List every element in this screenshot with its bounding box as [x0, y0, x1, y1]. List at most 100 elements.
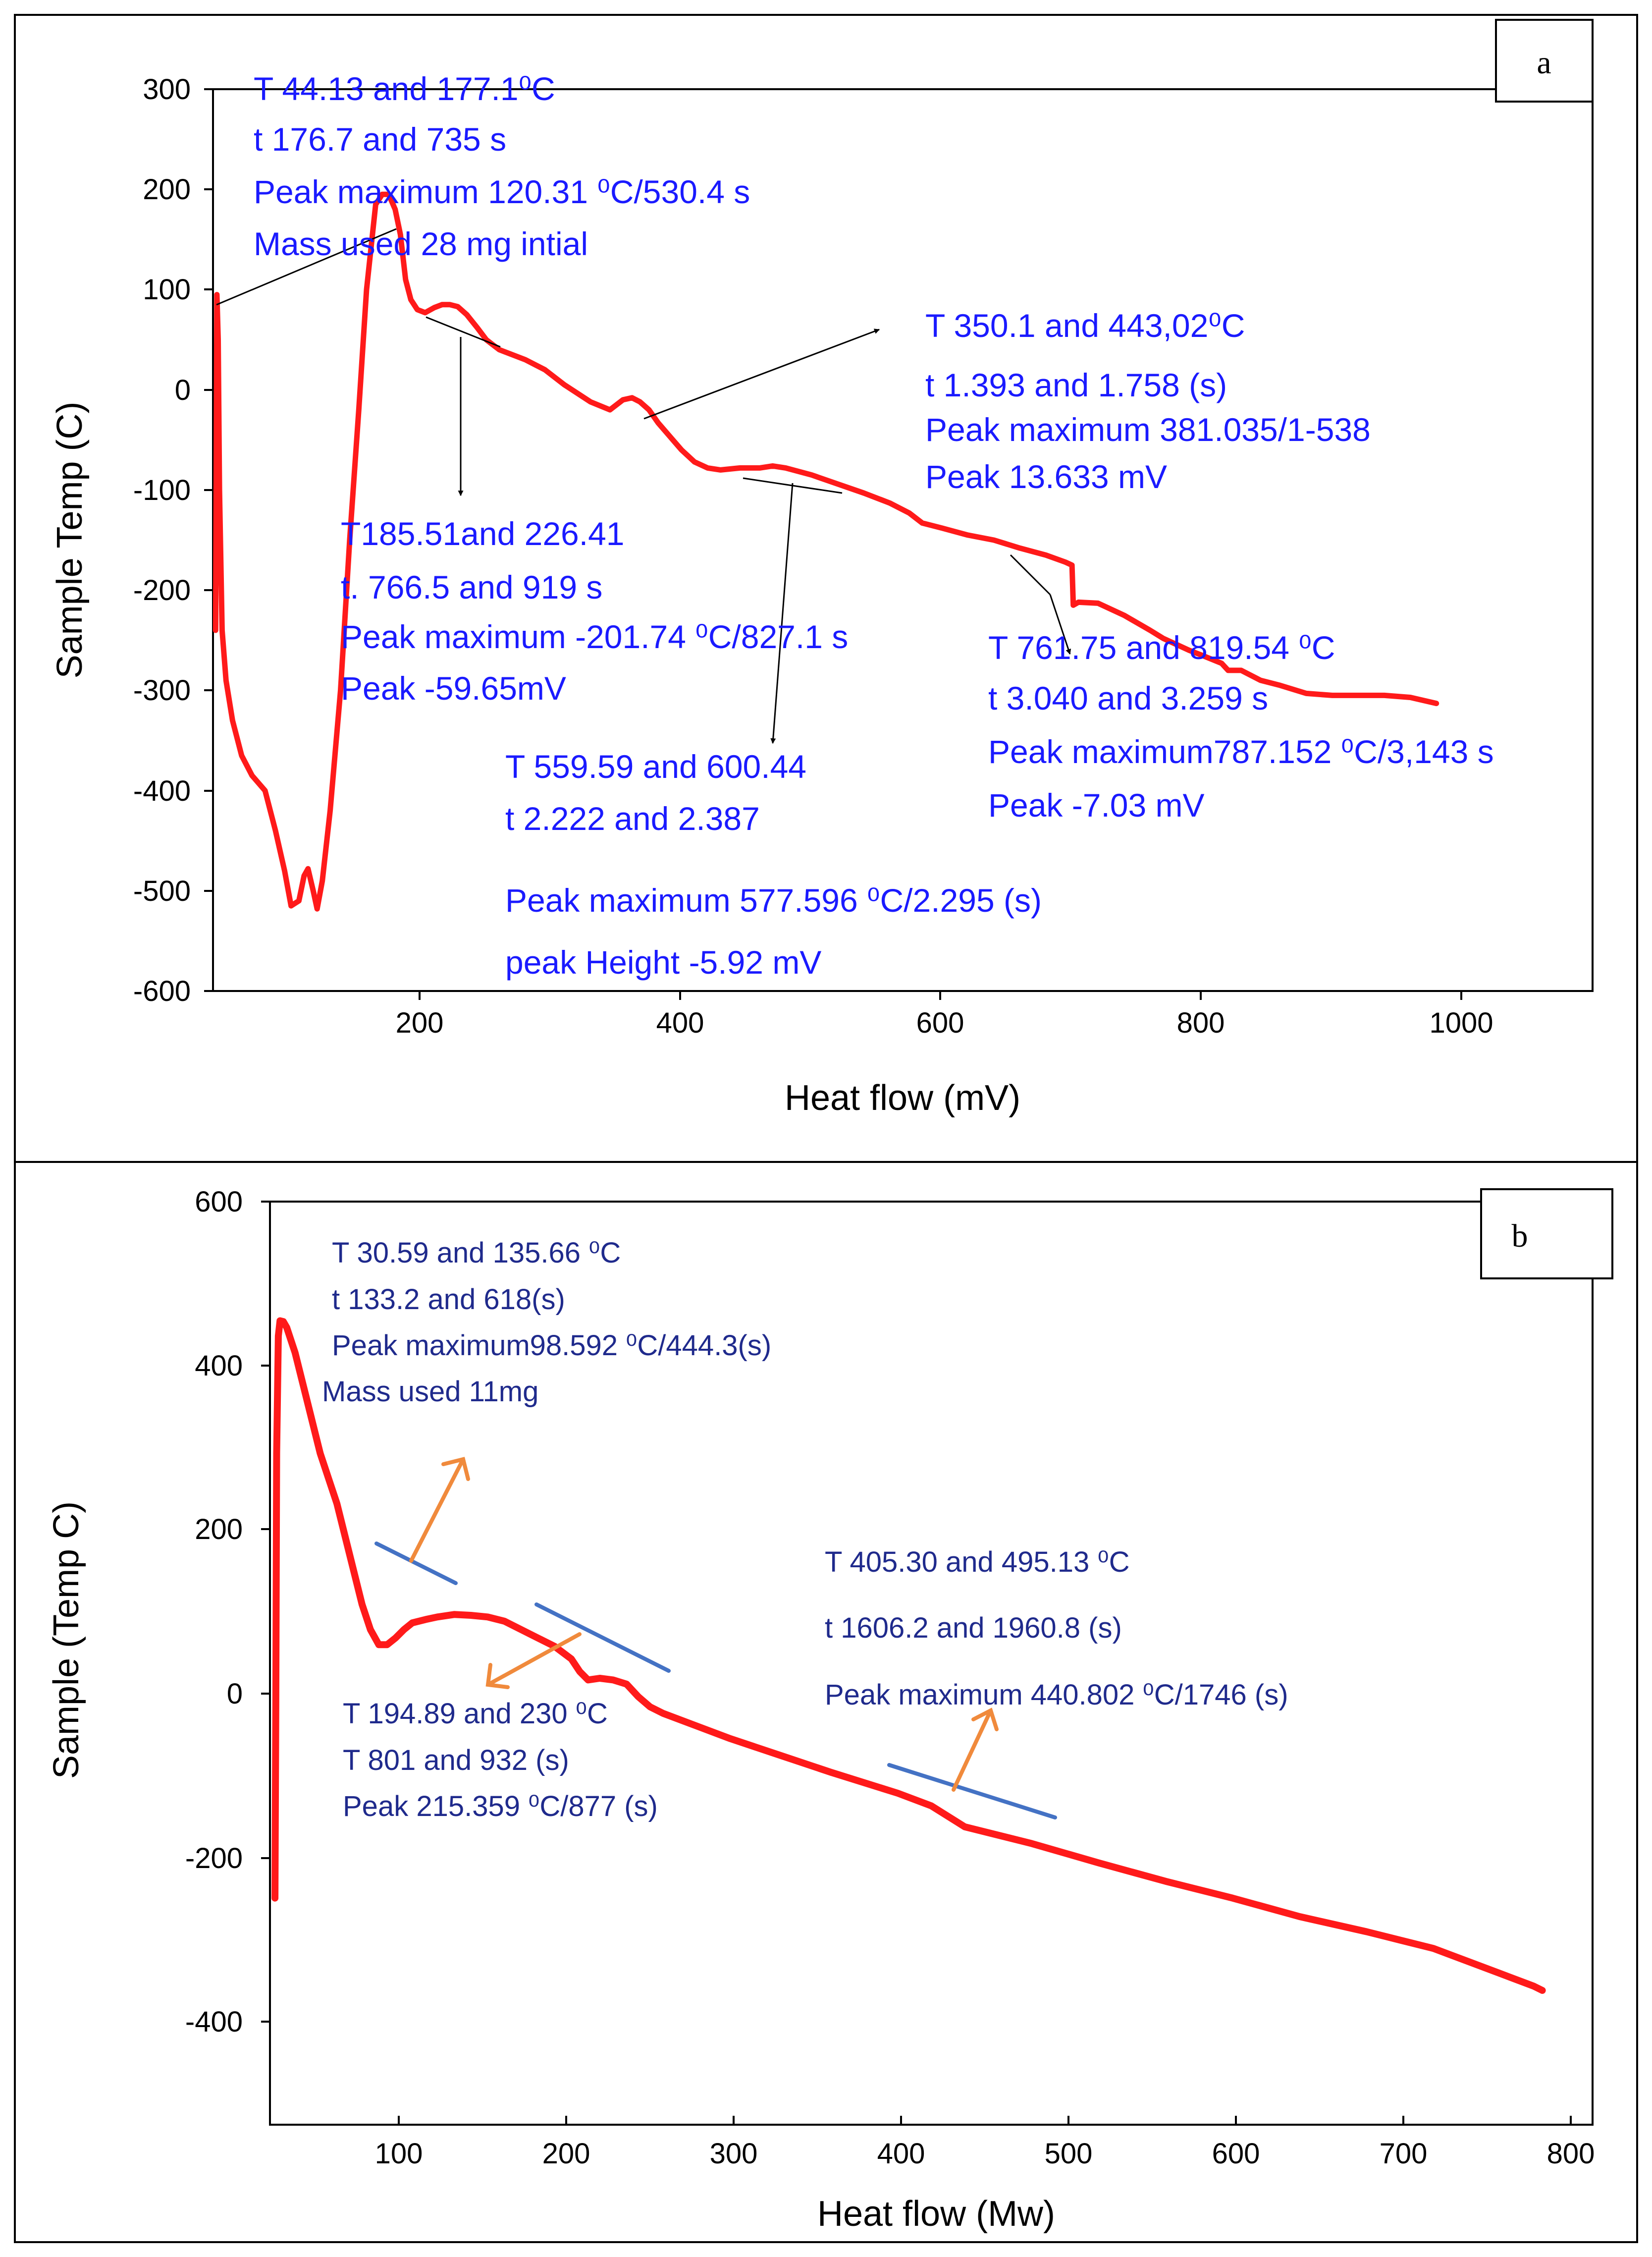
x-tick-label: 700 [1380, 2138, 1428, 2170]
panel-b-axes-box [269, 1201, 1594, 2126]
y-tick-label: -200 [133, 574, 191, 606]
annotation-text: t 133.2 and 618(s) [332, 1283, 565, 1316]
y-tick: 0 [175, 374, 213, 406]
orange-arrow [485, 1632, 582, 1689]
panel-a-leader-lines [216, 228, 1071, 744]
leader-line [426, 316, 501, 348]
figure-border [14, 14, 1638, 2243]
y-tick-label: -600 [133, 975, 191, 1007]
annotation-text: Peak maximum 120.31 ⁰C/530.4 s [254, 173, 750, 210]
panel-a-y-axis-label: Sample Temp (C) [50, 402, 90, 679]
y-tick-label: -200 [185, 1842, 243, 1874]
x-tick: 400 [656, 991, 704, 1039]
annotation-text: T 44.13 and 177.1⁰C [254, 70, 555, 107]
x-tick-label: 200 [542, 2138, 590, 2170]
x-tick: 200 [396, 991, 443, 1039]
y-tick: -300 [133, 674, 213, 707]
y-tick-label: -400 [185, 2006, 243, 2038]
y-tick: -200 [133, 574, 213, 606]
x-tick: 200 [542, 2116, 590, 2170]
annotation-text: Peak maximum 440.802 ⁰C/1746 (s) [825, 1679, 1288, 1711]
annotation-text: Peak maximum -201.74 ⁰C/827.1 s [341, 618, 848, 655]
x-tick: 800 [1177, 991, 1225, 1039]
annotation-text: Peak maximum 577.596 ⁰C/2.295 (s) [505, 882, 1042, 919]
y-tick-label: 600 [195, 1186, 243, 1218]
x-tick-label: 800 [1177, 1007, 1225, 1039]
panel-a-x-ticks: 200 400 600 800 1000 [396, 991, 1493, 1039]
leader-line [1049, 594, 1071, 655]
y-tick: 100 [143, 274, 213, 306]
y-tick: -600 [133, 975, 213, 1007]
annotation-text: t 1606.2 and 1960.8 (s) [825, 1612, 1122, 1644]
x-tick: 700 [1380, 2116, 1428, 2170]
x-tick: 600 [1212, 2116, 1260, 2170]
panel-a: a 200 400 600 800 1000 [50, 19, 1594, 1118]
tangent-line [374, 1541, 458, 1585]
y-tick: 600 [195, 1186, 270, 1218]
y-tick: -100 [133, 474, 213, 506]
annotation-text: Peak maximum98.592 ⁰C/444.3(s) [332, 1329, 771, 1362]
annotation-text: T 559.59 and 600.44 [505, 748, 806, 785]
annotation-text: Peak -7.03 mV [988, 787, 1205, 824]
y-tick: 400 [195, 1350, 270, 1382]
x-tick: 1000 [1429, 991, 1493, 1039]
annotation-text: Peak 215.359 ⁰C/877 (s) [343, 1790, 658, 1822]
annotation-text: T 30.59 and 135.66 ⁰C [332, 1237, 621, 1269]
leader-line [1010, 554, 1051, 596]
panel-a-data-line [213, 191, 1439, 912]
panel-b-label-box: b [1480, 1188, 1613, 1279]
x-tick-label: 100 [375, 2138, 423, 2170]
x-tick: 600 [916, 991, 964, 1039]
panel-b-y-ticks: 600 400 200 0 -200 -400 [185, 1186, 270, 2038]
annotation-text: T 761.75 and 819.54 ⁰C [988, 629, 1335, 666]
y-tick-label: 0 [227, 1678, 243, 1710]
annotation-text: Peak 13.633 mV [925, 458, 1167, 495]
y-tick: 200 [195, 1513, 270, 1545]
annotation-text: T 405.30 and 495.13 ⁰C [825, 1546, 1130, 1578]
y-tick-label: -500 [133, 875, 191, 907]
leader-line [643, 329, 880, 420]
annotation-text: Mass used 11mg [322, 1376, 538, 1408]
y-tick-label: -400 [133, 775, 191, 807]
y-tick: -400 [133, 775, 213, 807]
panel-b-label: b [1512, 1218, 1528, 1254]
x-tick-label: 600 [1212, 2138, 1260, 2170]
annotation-text: t 1.393 and 1.758 (s) [925, 367, 1227, 403]
panel-a-label: a [1537, 45, 1551, 81]
panel-b: b 100 200 300 400 500 [47, 1186, 1613, 2234]
y-tick-label: 300 [143, 73, 191, 106]
y-tick-label: -300 [133, 674, 191, 707]
x-tick-label: 600 [916, 1007, 964, 1039]
annotation-text: Peak maximum787.152 ⁰C/3,143 s [988, 733, 1494, 770]
y-tick: -500 [133, 875, 213, 907]
panel-a-axes-box [212, 88, 1594, 992]
orange-arrow [409, 1457, 470, 1563]
panel-b-x-ticks: 100 200 300 400 500 600 [375, 2116, 1595, 2170]
annotation-text: peak Height -5.92 mV [505, 944, 821, 981]
y-tick: -200 [185, 1842, 270, 1874]
panel-b-tangent-lines [374, 1541, 1057, 1819]
annotation-text: t. 766.5 and 919 s [341, 569, 602, 606]
tangent-line [534, 1602, 671, 1673]
leader-line [770, 483, 794, 744]
panel-b-x-axis-label: Heat flow (Mw) [817, 2194, 1055, 2234]
panel-b-annotations: T 30.59 and 135.66 ⁰C t 133.2 and 618(s)… [322, 1237, 1288, 1822]
panel-b-y-axis-label: Sample (Temp C) [47, 1501, 86, 1779]
x-tick-label: 500 [1045, 2138, 1093, 2170]
x-tick: 400 [877, 2116, 925, 2170]
y-tick: 200 [143, 173, 213, 206]
x-tick: 300 [710, 2116, 757, 2170]
annotation-text: t 2.222 and 2.387 [505, 800, 760, 837]
x-tick-label: 400 [877, 2138, 925, 2170]
annotation-text: T 350.1 and 443,02⁰C [925, 307, 1245, 344]
annotation-text: Peak -59.65mV [341, 670, 566, 707]
annotation-text: T 194.89 and 230 ⁰C [343, 1698, 608, 1730]
orange-arrow [952, 1707, 999, 1792]
tangent-line [887, 1763, 1057, 1819]
y-tick-label: 200 [143, 173, 191, 206]
x-tick-label: 400 [656, 1007, 704, 1039]
leader-line [216, 228, 397, 306]
panel-a-annotations: T 44.13 and 177.1⁰C t 176.7 and 735 s Pe… [254, 70, 1494, 981]
x-tick: 800 [1547, 2116, 1595, 2170]
annotation-text: T 801 and 932 (s) [343, 1744, 569, 1776]
